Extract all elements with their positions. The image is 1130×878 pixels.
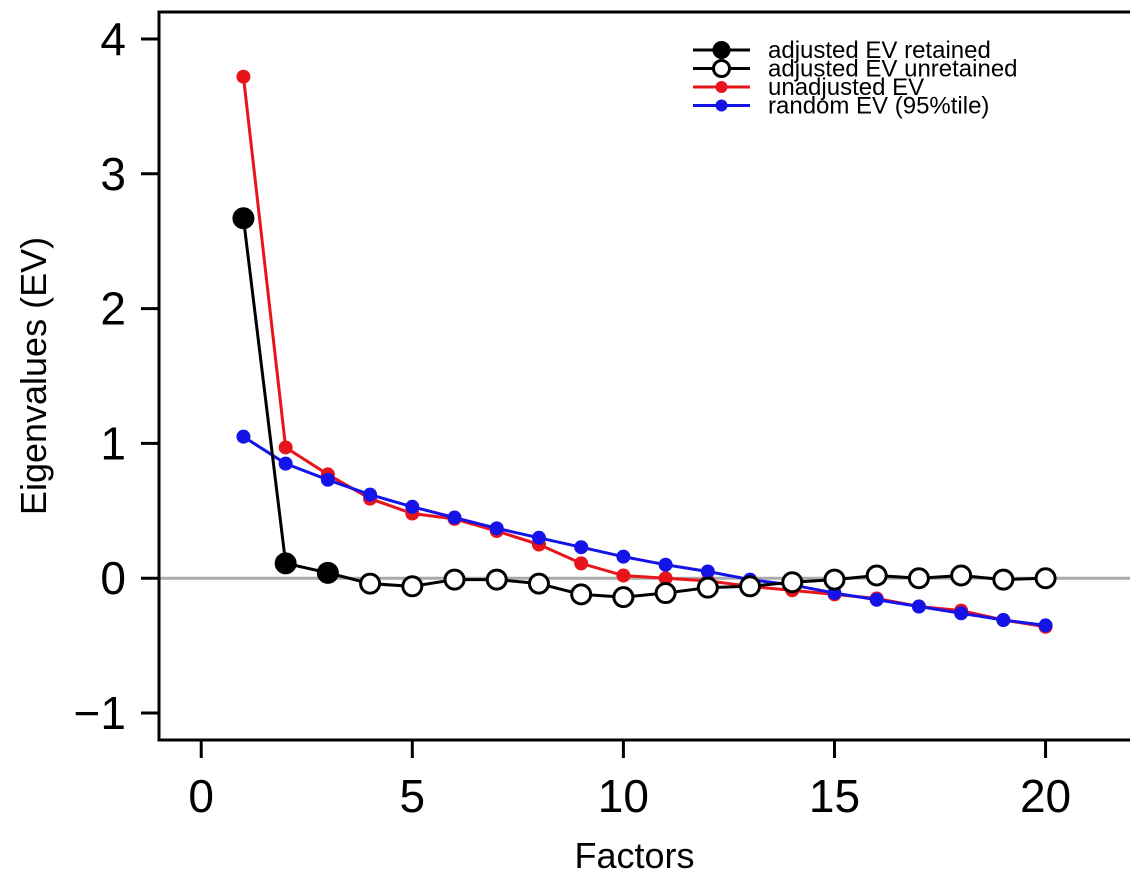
data-point-unretained <box>654 582 677 605</box>
x-tick-label: 20 <box>1020 770 1071 822</box>
data-point <box>911 599 926 614</box>
data-point <box>658 571 673 586</box>
data-point <box>574 556 589 571</box>
legend-marker <box>715 99 728 112</box>
y-tick-label: 2 <box>100 283 126 335</box>
y-tick-label: 3 <box>100 148 126 200</box>
data-point <box>236 429 251 444</box>
data-point <box>616 568 631 583</box>
legend-marker <box>715 81 728 93</box>
data-point-unretained <box>527 572 550 595</box>
data-point <box>700 564 715 579</box>
y-tick-label: −1 <box>74 687 126 739</box>
data-point-unretained <box>950 564 973 587</box>
data-point <box>405 499 420 514</box>
y-axis-title: Eigenvalues (EV) <box>13 237 54 515</box>
series-layer <box>232 69 1057 634</box>
data-point-unretained <box>359 572 382 595</box>
data-point <box>320 472 335 487</box>
legend-marker <box>712 41 731 59</box>
x-tick-label: 0 <box>188 770 214 822</box>
legend-entry: adjusted EV unretained <box>693 56 1018 83</box>
y-tick-label: 4 <box>100 13 126 65</box>
y-tick-label: 0 <box>100 552 126 604</box>
data-point <box>574 540 589 555</box>
legend-marker <box>712 59 731 78</box>
data-point <box>869 592 884 607</box>
data-point-unretained <box>485 568 508 591</box>
series-unadjusted-ev <box>236 69 1053 634</box>
data-point-unretained <box>612 586 635 609</box>
axis-layer: 0 5 10 15 20 −1 0 1 2 3 4 <box>74 13 1072 822</box>
data-point <box>658 557 673 572</box>
data-point <box>278 440 293 455</box>
data-point-retained <box>316 561 339 584</box>
data-point-unretained <box>401 575 424 598</box>
x-tick-label: 15 <box>809 770 860 822</box>
data-point-retained <box>232 207 255 230</box>
data-point <box>489 521 504 536</box>
data-point-unretained <box>907 567 930 590</box>
data-point <box>616 549 631 564</box>
data-point <box>278 456 293 471</box>
data-point-unretained <box>443 568 466 591</box>
data-point-unretained <box>992 568 1015 591</box>
legend-entry: unadjusted EV <box>693 74 924 101</box>
plot-frame <box>157 10 1130 742</box>
series-line <box>242 435 1046 627</box>
legend-entry: random EV (95%tile) <box>693 93 989 120</box>
data-point <box>531 530 546 545</box>
data-point-unretained <box>823 568 846 591</box>
x-tick-label: 10 <box>598 770 649 822</box>
data-point-unretained <box>570 583 593 606</box>
data-point-unretained <box>865 564 888 587</box>
data-point <box>236 69 251 84</box>
y-tick-label: 1 <box>100 417 126 469</box>
series-adjusted-ev <box>232 207 1057 609</box>
legend-label: unadjusted EV <box>768 74 924 101</box>
x-tick-label: 5 <box>400 770 426 822</box>
legend-label: adjusted EV retained <box>768 37 991 64</box>
data-point <box>954 606 969 621</box>
series-random-ev-95-tile <box>236 429 1053 633</box>
data-point <box>1038 618 1053 633</box>
series-line <box>241 76 1046 629</box>
legend-entry: adjusted EV retained <box>693 37 991 64</box>
legend-label: adjusted EV unretained <box>768 56 1018 83</box>
data-point-unretained <box>1034 567 1057 590</box>
data-point <box>447 510 462 525</box>
data-point-unretained <box>781 571 804 594</box>
data-point-unretained <box>696 576 719 599</box>
x-axis-title: Factors <box>574 835 694 876</box>
data-point-retained <box>274 552 297 575</box>
data-point <box>996 613 1011 628</box>
data-point-unretained <box>739 575 762 598</box>
data-point <box>363 487 378 502</box>
legend-label: random EV (95%tile) <box>768 93 989 120</box>
series-line <box>241 218 1046 599</box>
